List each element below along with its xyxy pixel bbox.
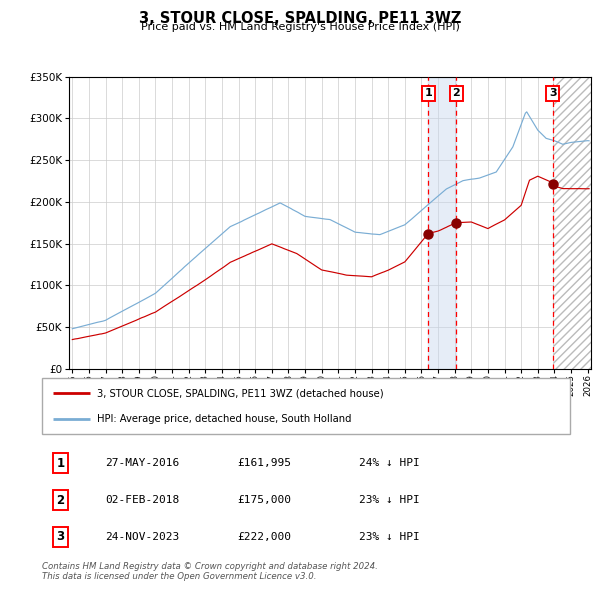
- Text: 3, STOUR CLOSE, SPALDING, PE11 3WZ (detached house): 3, STOUR CLOSE, SPALDING, PE11 3WZ (deta…: [97, 388, 384, 398]
- Text: 2: 2: [452, 88, 460, 99]
- Text: HPI: Average price, detached house, South Holland: HPI: Average price, detached house, Sout…: [97, 414, 352, 424]
- Text: 23% ↓ HPI: 23% ↓ HPI: [359, 532, 419, 542]
- Text: Contains HM Land Registry data © Crown copyright and database right 2024.: Contains HM Land Registry data © Crown c…: [42, 562, 378, 571]
- Text: 24-NOV-2023: 24-NOV-2023: [106, 532, 179, 542]
- Text: £175,000: £175,000: [238, 495, 292, 505]
- Bar: [553, 77, 600, 369]
- Text: 27-MAY-2016: 27-MAY-2016: [106, 458, 179, 468]
- Text: Price paid vs. HM Land Registry's House Price Index (HPI): Price paid vs. HM Land Registry's House …: [140, 22, 460, 32]
- Text: 3: 3: [549, 88, 557, 99]
- Text: 1: 1: [56, 457, 65, 470]
- FancyBboxPatch shape: [42, 378, 570, 434]
- Text: 23% ↓ HPI: 23% ↓ HPI: [359, 495, 419, 505]
- Text: £161,995: £161,995: [238, 458, 292, 468]
- Text: 1: 1: [424, 88, 432, 99]
- Text: 02-FEB-2018: 02-FEB-2018: [106, 495, 179, 505]
- Text: 3: 3: [56, 530, 65, 543]
- Text: This data is licensed under the Open Government Licence v3.0.: This data is licensed under the Open Gov…: [42, 572, 317, 581]
- Text: 2: 2: [56, 493, 65, 507]
- Text: £222,000: £222,000: [238, 532, 292, 542]
- Text: 3, STOUR CLOSE, SPALDING, PE11 3WZ: 3, STOUR CLOSE, SPALDING, PE11 3WZ: [139, 11, 461, 25]
- Bar: [553, 77, 600, 369]
- Bar: [428, 77, 456, 369]
- Text: 24% ↓ HPI: 24% ↓ HPI: [359, 458, 419, 468]
